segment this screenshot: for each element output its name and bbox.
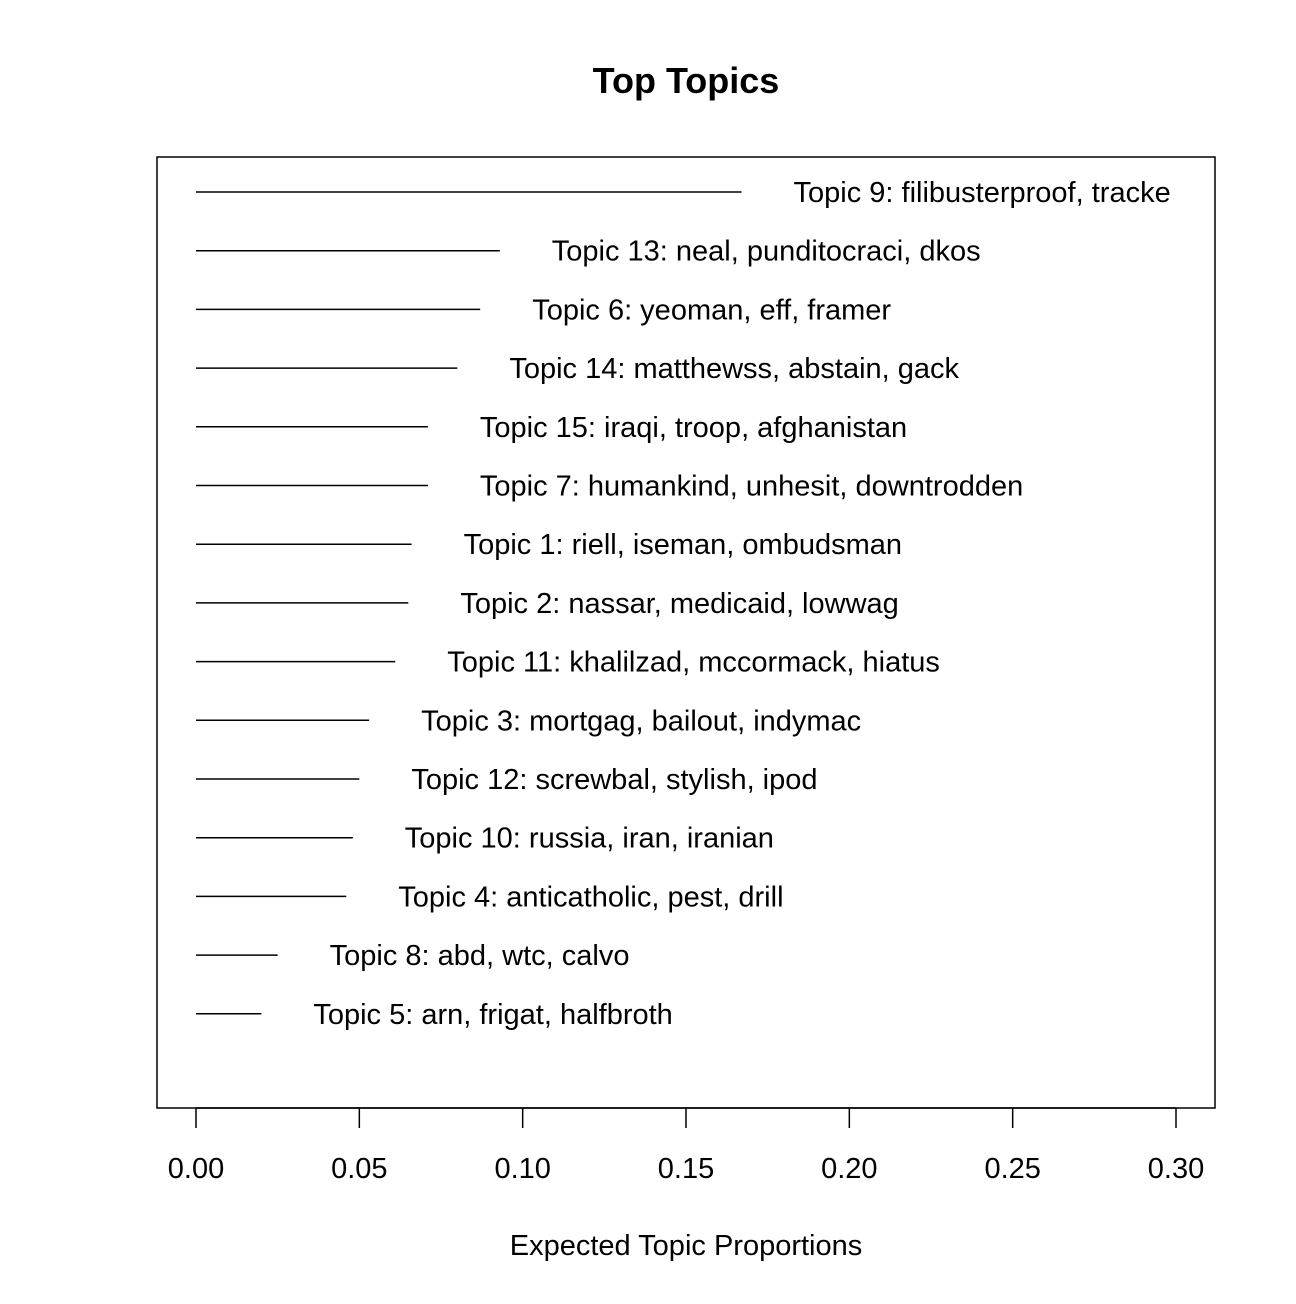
x-tick-label: 0.10 [494,1153,550,1185]
topic-label: Topic 2: nassar, medicaid, lowwag [460,588,898,620]
topic-label: Topic 12: screwbal, stylish, ipod [411,764,817,796]
topic-label: Topic 14: matthewss, abstain, gack [509,353,959,385]
topic-label: Topic 9: filibusterproof, tracke [794,177,1171,209]
x-tick-label: 0.20 [821,1153,877,1185]
x-axis-ticks: 0.00 0.05 0.10 0.15 0.20 0.25 0.30 [168,1108,1204,1185]
topic-labels: Topic 9: filibusterproof, tracke Topic 13… [313,177,1170,1031]
chart-title: Top Topics [593,60,780,101]
topic-label: Topic 3: mortgag, bailout, indymac [421,705,861,737]
topic-label: Topic 1: riell, iseman, ombudsman [464,529,902,561]
x-axis-label: Expected Topic Proportions [510,1230,863,1262]
topic-label: Topic 4: anticatholic, pest, drill [398,881,783,913]
x-tick-label: 0.25 [984,1153,1040,1185]
topic-label: Topic 11: khalilzad, mccormack, hiatus [447,647,940,679]
x-tick-label: 0.00 [168,1153,224,1185]
x-tick-label: 0.15 [658,1153,714,1185]
topic-label: Topic 10: russia, iran, iranian [405,823,774,855]
topic-label: Topic 7: humankind, unhesit, downtrodden [480,471,1023,503]
topic-label: Topic 5: arn, frigat, halfbroth [313,999,672,1031]
x-tick-label: 0.30 [1148,1153,1204,1185]
topic-label: Topic 15: iraqi, troop, afghanistan [480,412,907,444]
x-tick-label: 0.05 [331,1153,387,1185]
topic-label: Topic 6: yeoman, eff, framer [532,294,891,326]
topic-bars [196,191,742,1015]
topic-label: Topic 8: abd, wtc, calvo [330,940,630,972]
topic-label: Topic 13: neal, punditocraci, dkos [552,236,981,268]
